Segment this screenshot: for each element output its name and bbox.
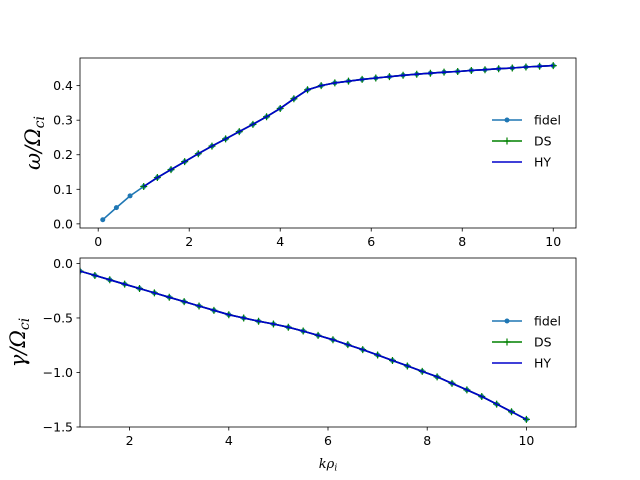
point-fidel — [113, 205, 119, 211]
x-tick-label: 4 — [276, 234, 284, 249]
x-tick-label: 8 — [458, 234, 466, 249]
y-tick-label: 0.3 — [53, 113, 73, 128]
x-tick-label: 4 — [225, 433, 233, 448]
legend-label-fidel: fidel — [534, 113, 561, 128]
y-tick-label: 0.4 — [53, 78, 73, 93]
series-line-fidel — [80, 270, 527, 421]
series-line-fidel — [102, 64, 554, 221]
series-line-HY — [80, 270, 527, 421]
y-tick-label: 0.0 — [53, 216, 73, 231]
legend-marker — [504, 318, 510, 324]
legend-label-HY: HY — [534, 155, 551, 170]
x-tick-label: 0 — [94, 234, 102, 249]
y-tick-label: −0.5 — [43, 310, 73, 325]
point-fidel — [100, 217, 106, 223]
x-tick-label: 10 — [518, 433, 534, 448]
x-tick-label: 8 — [423, 433, 431, 448]
y-tick-label: −1.5 — [43, 420, 73, 435]
legend-label-HY: HY — [534, 356, 551, 371]
point-DS — [140, 183, 148, 191]
legend-marker — [504, 117, 510, 123]
legend: fidel DS HY — [492, 113, 561, 170]
x-axis-label: kρi — [319, 457, 338, 474]
legend-label-fidel: fidel — [534, 314, 561, 329]
legend: fidel DS HY — [492, 314, 561, 371]
series-line-HY — [143, 64, 554, 188]
y-tick-label: 0.0 — [53, 256, 73, 271]
chart-top: 0 2 4 6 8 10 0.0 0.1 0.2 0.3 0.4 ω/Ωci fidel DS HY — [21, 57, 577, 249]
series-line-DS — [80, 270, 527, 421]
axes-frame — [79, 57, 577, 229]
x-tick-label: 6 — [324, 433, 332, 448]
x-tick-label: 6 — [367, 234, 375, 249]
y-tick-label: −1.0 — [43, 365, 73, 380]
legend-marker — [503, 338, 511, 346]
point-fidel — [127, 193, 133, 199]
x-tick-label: 10 — [545, 234, 561, 249]
legend-label-DS: DS — [534, 335, 552, 350]
x-tick-label: 2 — [185, 234, 193, 249]
y-axis-label: γ/Ωci — [6, 318, 33, 367]
chart-bottom: 2 4 6 8 10 0.0 −0.5 −1.0 −1.5 γ/Ωci kρi fidel DS HY — [6, 256, 577, 474]
x-tick-label: 2 — [126, 433, 134, 448]
plot-area — [80, 267, 530, 423]
plot-area — [100, 62, 557, 223]
y-axis-label: ω/Ωci — [21, 116, 48, 170]
legend-label-DS: DS — [534, 134, 552, 149]
y-tick-label: 0.1 — [53, 182, 73, 197]
y-tick-label: 0.2 — [53, 147, 73, 162]
legend-marker — [503, 137, 511, 145]
